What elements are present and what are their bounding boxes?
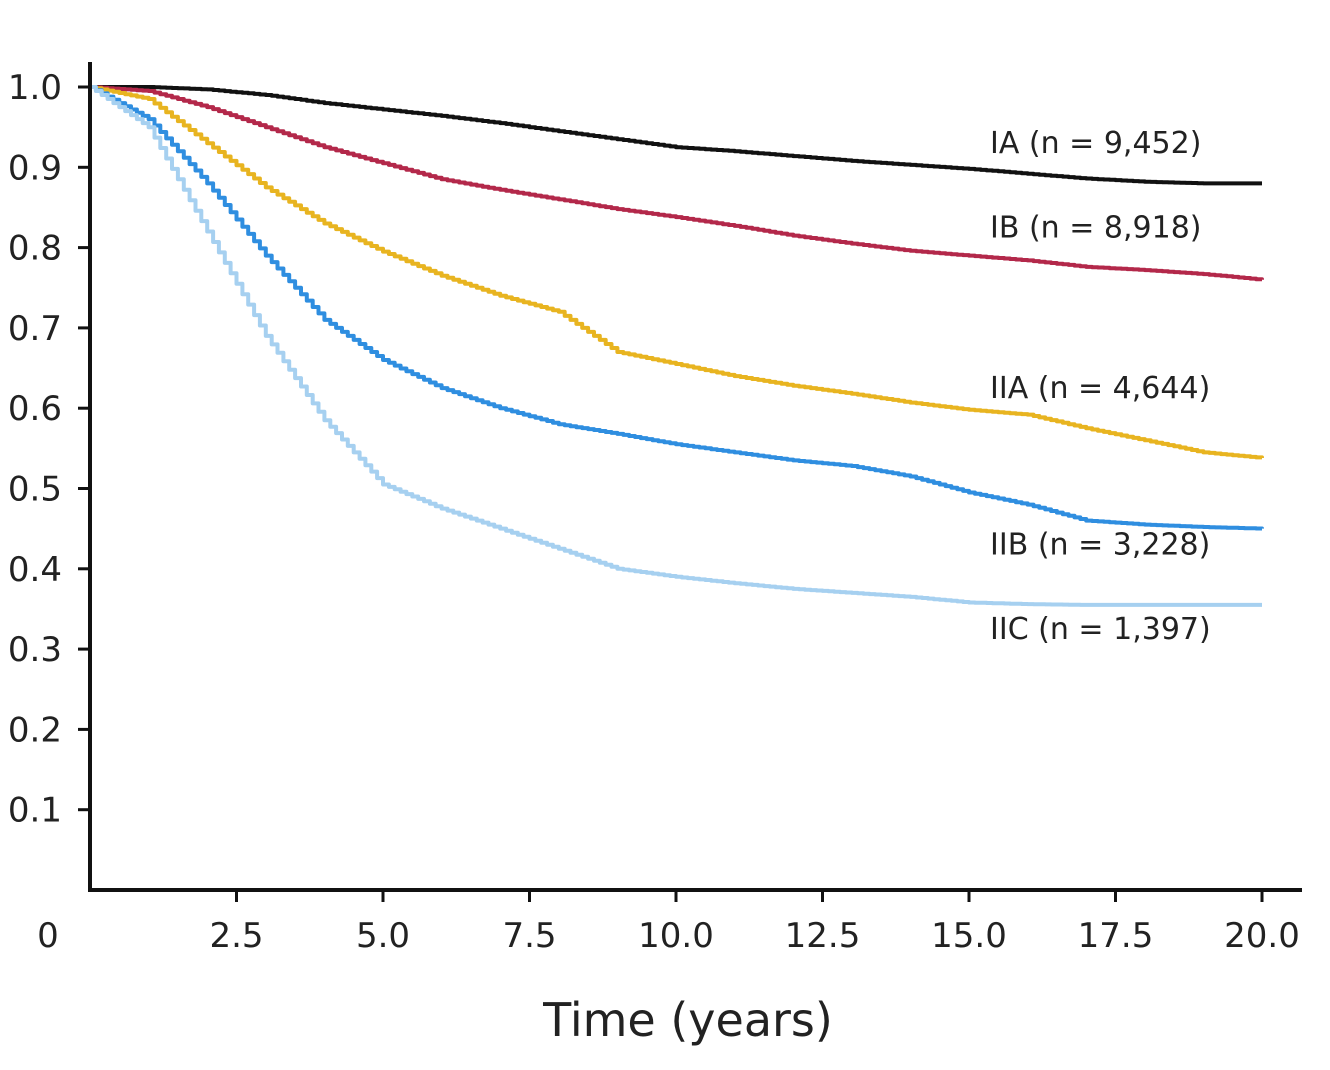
- series-label-3: IIB (n = 3,228): [990, 528, 1210, 563]
- series-label-4: IIC (n = 1,397): [990, 612, 1211, 647]
- y-tick-label-7: 0.8: [8, 229, 62, 269]
- x-tick-label-3: 7.5: [502, 916, 556, 956]
- y-tick-label-8: 0.9: [8, 148, 62, 188]
- y-tick-label-1: 0.2: [8, 710, 62, 750]
- series-label-1: IB (n = 8,918): [990, 211, 1201, 246]
- x-tick-label-7: 17.5: [1078, 916, 1154, 956]
- x-tick-label-0: 0: [37, 916, 59, 956]
- series-line-3: [90, 85, 1264, 531]
- x-tick-label-4: 10.0: [638, 916, 714, 956]
- y-tick-label-9: 1.0: [8, 68, 62, 108]
- x-tick-label-6: 15.0: [931, 916, 1007, 956]
- y-tick-label-3: 0.4: [8, 550, 62, 590]
- series-line-0: [90, 85, 1262, 186]
- series-line-4: [90, 85, 1262, 607]
- axes-layer: [88, 62, 1302, 892]
- x-tick-label-1: 2.5: [209, 916, 263, 956]
- series-line-1: [90, 85, 1264, 282]
- x-tick-label-2: 5.0: [356, 916, 410, 956]
- x-tick-label-8: 20.0: [1224, 916, 1300, 956]
- y-tick-label-2: 0.3: [8, 630, 62, 670]
- x-tick-label-5: 12.5: [785, 916, 861, 956]
- labels-layer: IA (n = 9,452) IB (n = 8,918) IIA (n = 4,6…: [990, 126, 1211, 647]
- series-label-0: IA (n = 9,452): [990, 126, 1201, 161]
- y-tick-label-5: 0.6: [8, 389, 62, 429]
- series-line-2: [90, 85, 1264, 460]
- y-tick-label-4: 0.5: [8, 470, 62, 510]
- ticks-layer: 0.1 0.2 0.3 0.4 0.5 0.6 0.7 0.8 0.9 1.0 0 2.5 5.0 7.5…: [8, 68, 1300, 956]
- series-layer: [90, 85, 1264, 607]
- x-axis-title: Time (years): [542, 993, 833, 1047]
- series-label-2: IIA (n = 4,644): [990, 371, 1210, 406]
- y-tick-label-6: 0.7: [8, 309, 62, 349]
- y-tick-label-0: 0.1: [8, 791, 62, 831]
